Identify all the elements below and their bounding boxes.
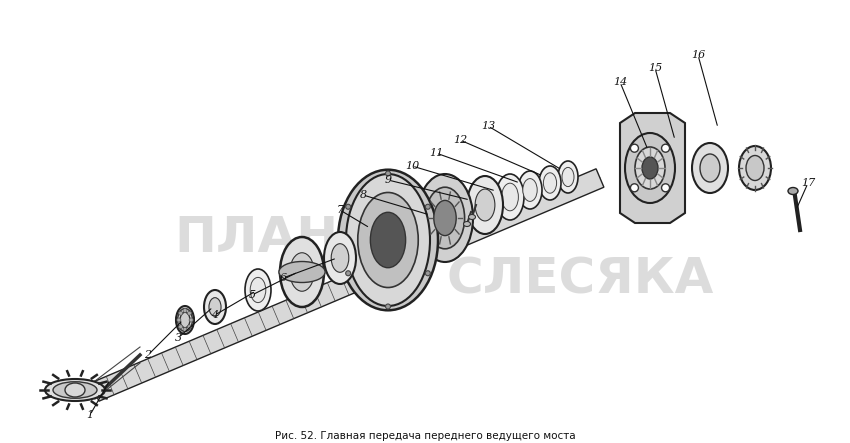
Ellipse shape (468, 214, 475, 219)
Ellipse shape (53, 382, 97, 398)
Ellipse shape (434, 200, 456, 236)
Ellipse shape (245, 269, 271, 311)
Circle shape (346, 204, 351, 209)
Text: 3: 3 (174, 333, 182, 343)
Ellipse shape (180, 312, 190, 328)
Text: 4: 4 (212, 310, 218, 320)
Ellipse shape (788, 187, 798, 194)
Text: 14: 14 (613, 77, 627, 87)
Ellipse shape (358, 192, 418, 288)
Ellipse shape (496, 174, 524, 220)
Ellipse shape (346, 174, 430, 306)
Circle shape (178, 325, 183, 329)
Ellipse shape (558, 161, 578, 193)
Text: ПЛАНЕТА: ПЛАНЕТА (174, 214, 445, 262)
Text: СЛЕСЯКА: СЛЕСЯКА (446, 256, 714, 304)
Ellipse shape (204, 290, 226, 324)
Ellipse shape (502, 183, 518, 211)
Circle shape (178, 311, 183, 315)
Circle shape (386, 304, 390, 309)
Text: 11: 11 (429, 148, 443, 158)
Circle shape (661, 144, 670, 152)
Circle shape (386, 171, 390, 176)
Circle shape (183, 327, 187, 331)
Circle shape (631, 184, 638, 192)
Ellipse shape (543, 173, 557, 193)
Circle shape (425, 271, 430, 276)
Circle shape (177, 318, 181, 322)
Polygon shape (620, 113, 685, 223)
Circle shape (661, 184, 670, 192)
Circle shape (631, 144, 638, 152)
Text: 8: 8 (360, 190, 366, 200)
Ellipse shape (417, 174, 473, 262)
Ellipse shape (562, 167, 574, 187)
Ellipse shape (746, 155, 764, 180)
Ellipse shape (518, 171, 542, 209)
Ellipse shape (625, 133, 675, 203)
Text: 10: 10 (405, 161, 419, 171)
Ellipse shape (279, 261, 325, 283)
Text: 13: 13 (481, 121, 495, 131)
Ellipse shape (635, 147, 665, 189)
Text: 6: 6 (280, 273, 286, 283)
Ellipse shape (290, 253, 314, 291)
Ellipse shape (642, 157, 658, 179)
Circle shape (425, 204, 430, 209)
Ellipse shape (523, 179, 537, 202)
Text: 12: 12 (453, 135, 468, 145)
Circle shape (346, 271, 351, 276)
Circle shape (189, 318, 193, 322)
Text: 9: 9 (384, 175, 392, 185)
Ellipse shape (280, 237, 324, 307)
Text: 1: 1 (87, 410, 94, 420)
Ellipse shape (250, 277, 266, 303)
Ellipse shape (700, 154, 720, 182)
Polygon shape (91, 169, 604, 401)
Ellipse shape (209, 298, 221, 316)
Ellipse shape (371, 212, 405, 268)
Text: 17: 17 (801, 178, 815, 188)
Text: Рис. 52. Главная передача переднего ведущего моста: Рис. 52. Главная передача переднего веду… (275, 431, 575, 441)
Text: 15: 15 (648, 63, 662, 73)
Text: 16: 16 (691, 50, 706, 60)
Ellipse shape (467, 176, 503, 234)
Ellipse shape (65, 383, 85, 397)
Circle shape (183, 308, 187, 312)
Ellipse shape (539, 166, 561, 200)
Ellipse shape (475, 189, 495, 221)
Ellipse shape (739, 146, 771, 190)
Ellipse shape (463, 222, 471, 226)
Text: 2: 2 (144, 350, 151, 360)
Circle shape (187, 311, 191, 315)
Text: 5: 5 (248, 290, 256, 300)
Ellipse shape (338, 170, 438, 310)
Ellipse shape (324, 232, 356, 284)
Ellipse shape (692, 143, 728, 193)
Circle shape (187, 325, 191, 329)
Ellipse shape (176, 306, 194, 334)
Ellipse shape (332, 244, 348, 272)
Text: 7: 7 (337, 205, 343, 215)
Ellipse shape (425, 187, 465, 249)
Ellipse shape (45, 379, 105, 401)
